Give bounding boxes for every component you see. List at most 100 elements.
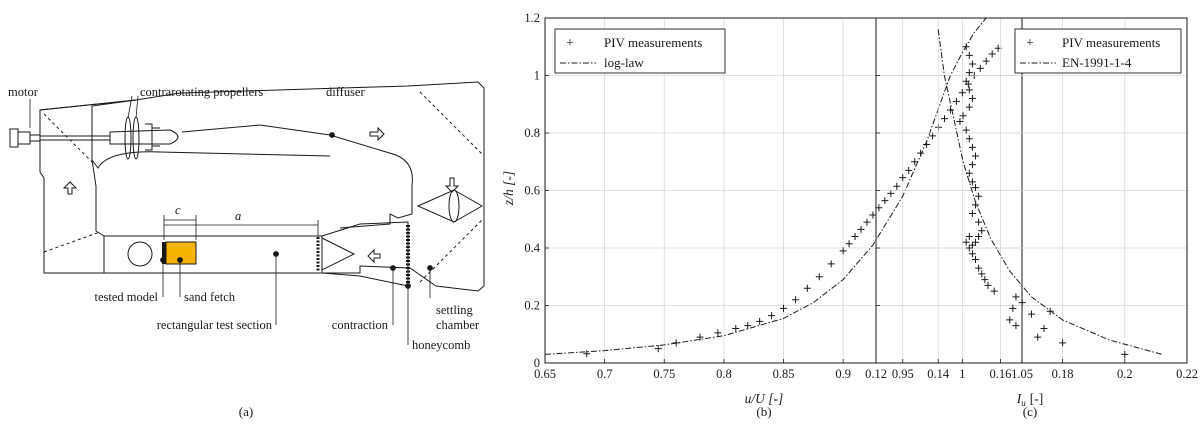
- hub-bracket: [145, 123, 160, 151]
- b-data-point: [881, 197, 889, 205]
- b-data-point: [654, 345, 662, 353]
- c-data-point: [1012, 322, 1020, 330]
- c-data-point: [975, 192, 983, 200]
- c-data-point: [968, 178, 976, 186]
- right-lens-rays: [416, 189, 484, 223]
- label-motor: motor: [8, 85, 39, 99]
- c-x-tick-label: 0.2: [1117, 367, 1133, 381]
- c-data-point: [965, 244, 973, 252]
- b-data-point: [899, 174, 907, 182]
- b-data-point: [893, 182, 901, 190]
- b-series: [544, 17, 1002, 358]
- c-data-point: [978, 270, 986, 278]
- test-circle: [127, 241, 153, 267]
- c-data-point: [965, 135, 973, 143]
- c-data-point: [962, 43, 970, 51]
- label-test-section: rectangular test section: [157, 318, 273, 332]
- caption-b: (b): [756, 404, 771, 419]
- b-x-tick-label: 0.9: [835, 367, 851, 381]
- b-data-point: [780, 304, 787, 312]
- c-data-point: [965, 233, 973, 240]
- b-data-point: [952, 97, 960, 105]
- b-legend-marker-piv: +: [566, 36, 574, 51]
- b-data-point: [696, 333, 704, 341]
- b-data-point: [845, 240, 853, 248]
- label-leaders: [29, 95, 433, 345]
- c-x-tick-label: 0.14: [927, 367, 950, 381]
- b-x-tick-label: 1: [959, 367, 965, 381]
- wind-tunnel-schematic: motor contrarotating propellers diffuser…: [8, 81, 485, 419]
- c-x-tick-label: 0.22: [1176, 367, 1198, 381]
- c-series: [937, 29, 1163, 358]
- tunnel-outer-outline: [39, 99, 137, 274]
- b-y-axis-label: z/h [-]: [501, 171, 516, 206]
- b-data-point: [768, 312, 776, 320]
- label-chamber: chamber: [436, 318, 480, 332]
- b-legend-box: [554, 28, 726, 74]
- b-data-point: [827, 260, 835, 268]
- c-data-point: [962, 126, 970, 134]
- b-data-point: [958, 89, 966, 97]
- tunnel-upper-duct: [39, 81, 485, 292]
- b-data-point: [815, 273, 823, 281]
- b-data-point: [583, 350, 591, 358]
- c-legend-box: [1014, 28, 1182, 74]
- c-data-point: [965, 103, 973, 111]
- b-series-line: [544, 17, 987, 355]
- c-data-point: [978, 227, 986, 235]
- c-x-axis-label: Iu [-]: [1016, 391, 1044, 408]
- contraction-body: [321, 221, 409, 287]
- diffuser-inner-wall: [181, 124, 413, 229]
- right-lens: [448, 189, 460, 223]
- b-x-tick-label: 0.85: [773, 367, 795, 381]
- b-y-tick-label: 0.4: [524, 241, 540, 255]
- b-data-point: [887, 189, 895, 197]
- motor-shaft: [40, 135, 110, 141]
- label-sand-fetch: sand fetch: [184, 290, 236, 304]
- c-data-point: [962, 238, 970, 246]
- c-legend-label-piv: PIV measurements: [1062, 35, 1160, 50]
- label-settling: settling: [436, 303, 474, 317]
- c-data-point: [972, 152, 980, 160]
- b-legend-label-piv: PIV measurements: [604, 35, 702, 50]
- b-data-point: [857, 225, 865, 233]
- c-x-axis-label-unit: [-]: [1030, 391, 1044, 406]
- c-data-point: [965, 51, 973, 59]
- b-y-tick-label: 0.2: [524, 299, 540, 313]
- b-data-point: [803, 284, 811, 292]
- label-tested-model: tested model: [94, 290, 158, 304]
- b-y-tick-label: 0: [534, 356, 540, 370]
- b-data-point: [714, 329, 722, 337]
- c-data-point: [981, 276, 989, 284]
- c-data-point: [972, 184, 980, 192]
- b-data-point: [911, 158, 919, 166]
- b-y-tick-label: 1.2: [524, 11, 540, 25]
- b-legend-label-loglaw: log-law: [604, 55, 644, 70]
- c-x-tick-label: 0.16: [989, 367, 1011, 381]
- propeller-hub: [109, 129, 179, 145]
- c-data-point: [968, 250, 976, 258]
- c-x-tick-label: 0.18: [1052, 367, 1074, 381]
- c-data-point: [965, 86, 973, 94]
- b-x-tick-label: 0.75: [653, 367, 675, 381]
- c-data-point: [956, 118, 964, 125]
- c-data-point: [975, 233, 983, 240]
- return-inner-wall: [91, 151, 331, 169]
- b-ticks: 0.65 0.7 0.75 0.8 0.85 0.9 0.95 1 1.05 0 0.2 0.4 0.6…: [524, 11, 1033, 381]
- c-data-point: [1028, 310, 1035, 318]
- c-data-point: [972, 256, 980, 263]
- b-y-tick-label: 0.8: [524, 126, 540, 140]
- b-data-point: [976, 64, 984, 72]
- c-data-point: [968, 60, 976, 68]
- b-data-point: [756, 317, 764, 325]
- c-data-point: [1012, 293, 1020, 301]
- c-data-point: [968, 161, 976, 169]
- b-data-point: [982, 57, 990, 65]
- c-data-point: [1121, 350, 1129, 358]
- b-data-point: [946, 106, 954, 114]
- c-data-point: [975, 218, 983, 226]
- b-data-point: [839, 247, 847, 255]
- label-honeycomb: honeycomb: [412, 338, 470, 352]
- b-data-point: [929, 132, 937, 140]
